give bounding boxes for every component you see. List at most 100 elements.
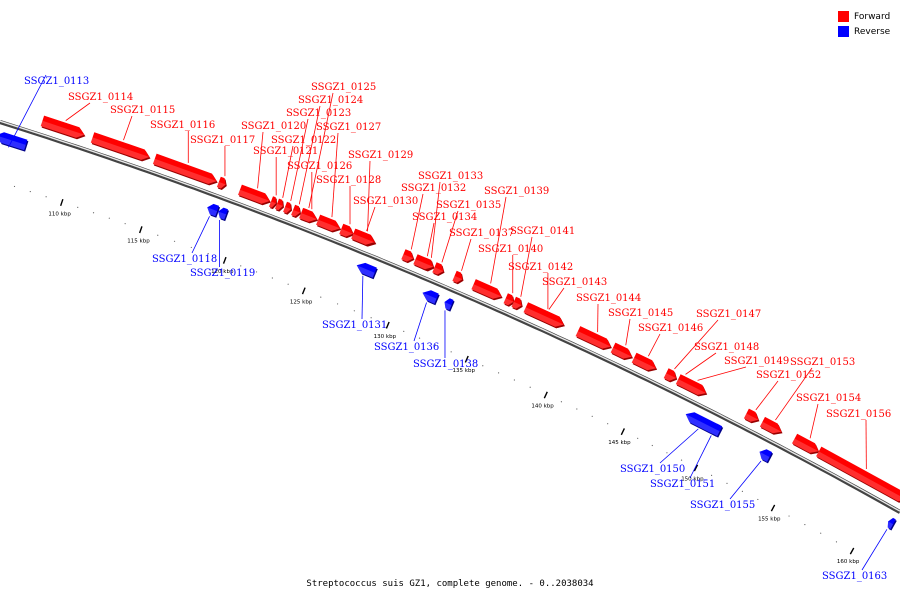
tick-mark-150	[693, 464, 699, 472]
gene-arrow-SSGZ1_0124	[291, 204, 301, 217]
gene-highlight-SSGZ1_0138	[444, 302, 452, 311]
leader-line-SSGZ1_0148	[685, 352, 717, 375]
gene-highlight-SSGZ1_0117	[216, 181, 226, 189]
gene-label-SSGZ1_0130: SSGZ1_0130	[353, 196, 418, 207]
gene-highlight-SSGZ1_0149	[679, 381, 707, 395]
leader-line-SSGZ1_0133	[430, 181, 441, 258]
minor-tick	[680, 459, 683, 461]
minor-tick	[607, 423, 609, 425]
leader-line-SSGZ1_0115	[123, 115, 133, 141]
gene-label-SSGZ1_0127: SSGZ1_0127	[316, 122, 381, 133]
tick-label-140: 140 kbp	[531, 404, 554, 410]
leader-line-SSGZ1_0141	[520, 236, 533, 297]
gene-arrow-SSGZ1_0143	[525, 303, 564, 327]
legend-reverse-label: Reverse	[854, 26, 891, 37]
gene-arrow-SSGZ1_0146	[631, 352, 657, 371]
gene-highlight-SSGZ1_0136	[422, 292, 437, 304]
gene-label-SSGZ1_0153: SSGZ1_0153	[790, 357, 855, 368]
gene-label-SSGZ1_0139: SSGZ1_0139	[484, 186, 549, 197]
gene-arrow-SSGZ1_0128	[339, 223, 354, 237]
leader-line-SSGZ1_0118	[191, 216, 210, 254]
gene-arrow-SSGZ1_0121	[269, 196, 276, 208]
minor-tick	[591, 415, 593, 417]
gene-label-SSGZ1_0141: SSGZ1_0141	[510, 226, 575, 237]
leader-line-SSGZ1_0114	[65, 102, 91, 121]
gene-arrow-SSGZ1_0145	[610, 342, 632, 359]
minor-tick	[320, 296, 322, 298]
genome-caption: Streptococcus suis GZ1, complete genome.…	[306, 579, 594, 589]
gene-arrow-SSGZ1_0151	[709, 423, 723, 437]
gene-arrow-SSGZ1_0155	[759, 449, 773, 462]
gene-arrow-SSGZ1_0140	[503, 293, 514, 306]
leader-line-SSGZ1_0149	[697, 366, 747, 381]
minor-tick	[255, 271, 258, 273]
minor-tick	[666, 452, 668, 454]
gene-label-SSGZ1_0152: SSGZ1_0152	[756, 370, 821, 381]
gene-label-SSGZ1_0138: SSGZ1_0138	[413, 359, 478, 370]
forward-swatch	[838, 11, 849, 22]
leader-line-SSGZ1_0123	[290, 118, 309, 202]
gene-arrow-SSGZ1_0114	[40, 115, 85, 138]
minor-tick	[92, 212, 95, 214]
gene-label-SSGZ1_0115: SSGZ1_0115	[110, 105, 175, 116]
gene-label-SSGZ1_0133: SSGZ1_0133	[418, 171, 483, 182]
gene-label-SSGZ1_0154: SSGZ1_0154	[796, 393, 861, 404]
tick-label-135: 135 kbp	[453, 368, 476, 374]
gene-arrow-SSGZ1_0131	[356, 262, 377, 278]
tick-label-125: 125 kbp	[290, 300, 313, 306]
leader-line-SSGZ1_0113	[8, 74, 47, 148]
leader-line-SSGZ1_0127	[331, 132, 339, 218]
tick-label-160: 160 kbp	[837, 559, 860, 565]
tick-label-120: 120 kbp	[211, 269, 234, 275]
minor-tick	[271, 277, 273, 279]
gene-label-SSGZ1_0148: SSGZ1_0148	[694, 342, 759, 353]
leader-line-SSGZ1_0129	[367, 160, 371, 232]
leader-line-SSGZ1_0155	[729, 460, 762, 500]
gene-highlight-SSGZ1_0137	[452, 275, 463, 283]
gene-label-SSGZ1_0116: SSGZ1_0116	[150, 120, 215, 131]
minor-tick	[157, 234, 159, 236]
gene-highlight-SSGZ1_0139	[471, 284, 502, 299]
gene-highlight-SSGZ1_0151	[709, 426, 720, 437]
leader-line-SSGZ1_0146	[648, 333, 661, 357]
minor-tick	[207, 253, 209, 255]
minor-tick	[45, 196, 47, 198]
gene-label-SSGZ1_0129: SSGZ1_0129	[348, 150, 413, 161]
tick-mark-145	[620, 428, 626, 436]
gene-highlight-SSGZ1_0140	[503, 298, 514, 306]
gene-highlight-SSGZ1_0126	[299, 213, 318, 222]
minor-tick	[726, 482, 728, 484]
gene-highlight-SSGZ1_0123	[283, 206, 291, 214]
minor-tick	[403, 330, 405, 333]
gene-highlight-SSGZ1_0113	[0, 136, 26, 151]
leader-line-SSGZ1_0125	[308, 92, 334, 209]
tick-label-150: 150 kbp	[681, 476, 704, 482]
legend: Forward Reverse	[838, 9, 890, 39]
gene-label-SSGZ1_0132: SSGZ1_0132	[401, 183, 466, 194]
legend-reverse: Reverse	[838, 24, 890, 39]
minor-tick	[190, 246, 192, 249]
gene-label-SSGZ1_0124: SSGZ1_0124	[298, 95, 363, 106]
leader-line-SSGZ1_0143	[548, 287, 565, 310]
tick-mark-135	[464, 355, 469, 363]
minor-tick	[287, 283, 289, 285]
gene-highlight-SSGZ1_0145	[610, 347, 632, 359]
leader-line-SSGZ1_0163	[861, 529, 888, 571]
gene-arrow-SSGZ1_0116	[152, 153, 217, 184]
gene-highlight-SSGZ1_0155	[759, 451, 770, 462]
gene-highlight-SSGZ1_0119	[218, 211, 227, 220]
leader-line-SSGZ1_0154	[809, 403, 819, 439]
tick-label-130: 130 kbp	[374, 334, 397, 340]
minor-tick	[757, 498, 759, 501]
leader-line-SSGZ1_0135	[441, 210, 459, 263]
gene-highlight-SSGZ1_0150	[685, 414, 718, 436]
gene-arrow-SSGZ1_0120	[238, 184, 270, 204]
minor-tick	[741, 490, 744, 492]
gene-arrow-SSGZ1_0119	[218, 207, 228, 220]
tick-mark-155	[770, 504, 776, 512]
leader-line-SSGZ1_0136	[413, 302, 427, 342]
minor-tick	[418, 337, 421, 339]
leader-line-SSGZ1_0145	[625, 318, 631, 346]
minor-tick	[529, 386, 531, 388]
leader-line-SSGZ1_0150	[659, 428, 699, 464]
